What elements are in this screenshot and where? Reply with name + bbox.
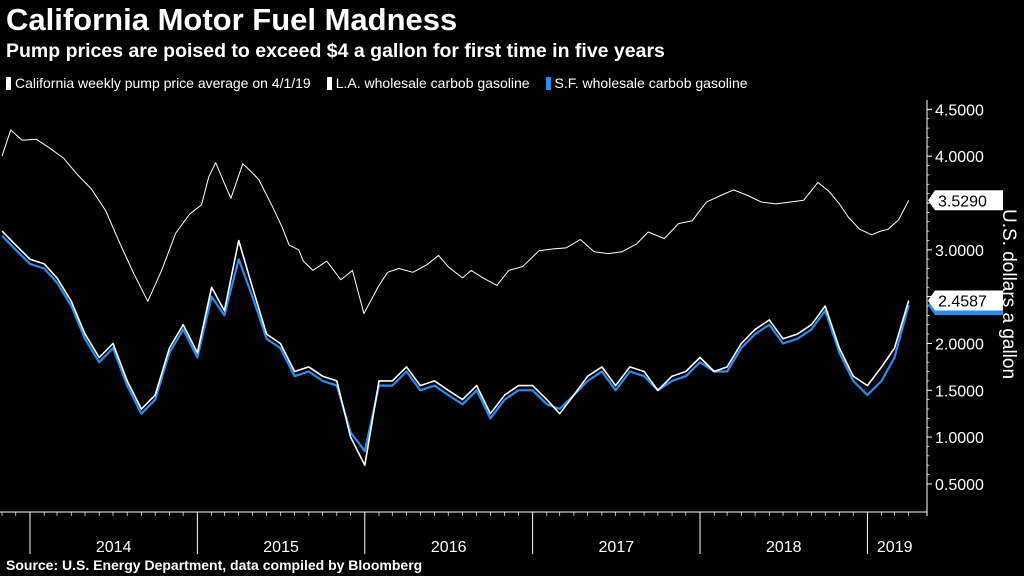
legend: California weekly pump price average on … bbox=[6, 75, 748, 91]
pump-last-value-badge-label: 3.5290 bbox=[938, 193, 987, 210]
la-last-value-badge-label: 2.4587 bbox=[938, 294, 987, 311]
legend-swatch-la bbox=[326, 76, 332, 90]
legend-swatch-sf bbox=[545, 76, 551, 90]
series-line-sf bbox=[1, 235, 910, 453]
series-line-pump bbox=[1, 129, 910, 314]
x-tick-label: 2015 bbox=[263, 539, 299, 556]
x-tick-label: 2016 bbox=[431, 539, 467, 556]
x-tick-label: 2017 bbox=[599, 539, 635, 556]
pump-last-value-badge bbox=[928, 190, 1003, 211]
chart-title: California Motor Fuel Madness bbox=[6, 2, 458, 37]
y-tick-label: 4.5000 bbox=[935, 102, 984, 119]
y-tick-label: 4.0000 bbox=[935, 149, 984, 166]
y-tick-label: 3.0000 bbox=[935, 243, 984, 260]
legend-item-pump: California weekly pump price average on … bbox=[6, 75, 311, 91]
legend-swatch-pump bbox=[6, 76, 11, 90]
x-tick-label: 2019 bbox=[877, 539, 913, 556]
legend-label-la: L.A. wholesale carbob gasoline bbox=[335, 75, 530, 91]
legend-label-sf: S.F. wholesale carbob gasoline bbox=[554, 75, 748, 91]
series-line-la bbox=[1, 230, 910, 467]
x-tick-label: 2018 bbox=[766, 539, 802, 556]
y-axis: 4.50004.00003.50003.00002.50002.00001.50… bbox=[926, 100, 1003, 516]
x-tick-label: 2014 bbox=[96, 539, 132, 556]
y-tick-label: 2.0000 bbox=[935, 336, 984, 353]
series-layer bbox=[1, 129, 910, 467]
legend-label-pump: California weekly pump price average on … bbox=[15, 75, 311, 91]
y-axis-label: U.S. dollars a gallon bbox=[998, 209, 1019, 379]
y-tick-label: 0.5000 bbox=[935, 477, 984, 494]
y-tick-label: 1.5000 bbox=[935, 383, 984, 400]
la-last-value-badge bbox=[928, 290, 1003, 311]
y-tick-label: 1.0000 bbox=[935, 430, 984, 447]
legend-item-sf: S.F. wholesale carbob gasoline bbox=[545, 75, 748, 91]
legend-item-la: L.A. wholesale carbob gasoline bbox=[326, 75, 530, 91]
chart-subtitle: Pump prices are poised to exceed $4 a ga… bbox=[6, 40, 665, 62]
x-axis: 2014 2015 2016 2017 2018 2019 bbox=[0, 511, 927, 556]
source-note: Source: U.S. Energy Department, data com… bbox=[6, 557, 423, 573]
